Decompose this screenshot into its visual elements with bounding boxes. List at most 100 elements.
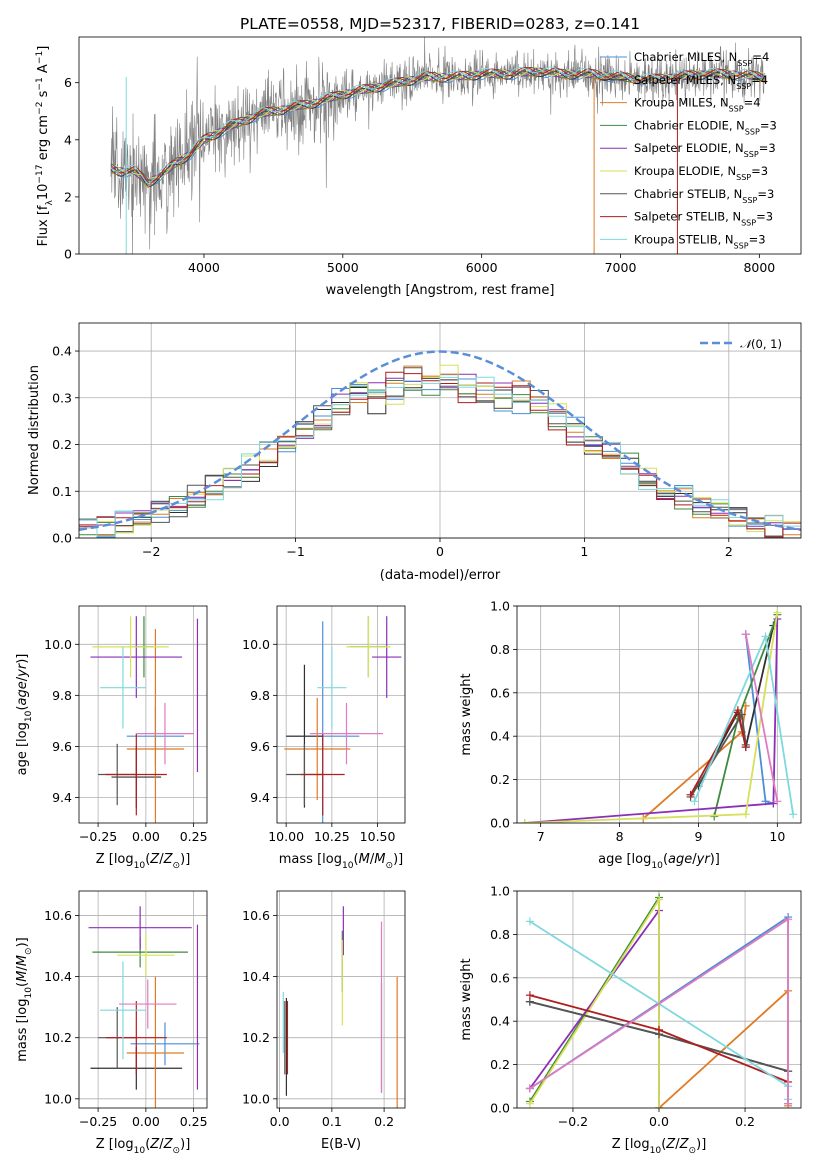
weight-line bbox=[658, 988, 789, 1108]
x-tick-label: 0.25 bbox=[180, 829, 208, 844]
y-axis-label: Normed distribution bbox=[27, 365, 42, 495]
plot-area bbox=[525, 893, 793, 1108]
x-tick-label: 4000 bbox=[188, 260, 220, 275]
plot-area bbox=[520, 608, 798, 823]
x-tick-label: −1 bbox=[286, 544, 304, 559]
y-tick-label: 10.2 bbox=[242, 1030, 270, 1045]
x-tick-label: 0.25 bbox=[180, 1114, 208, 1129]
weight-marker bbox=[525, 991, 534, 1000]
errorbar-point bbox=[88, 906, 192, 950]
y-tick-label: 0.3 bbox=[52, 390, 72, 405]
y-axis-label: age [log10(age/yr)] bbox=[15, 654, 34, 776]
normal-distribution-curve bbox=[79, 350, 801, 532]
x-axis-label: (data-model)/error bbox=[380, 568, 501, 583]
y-tick-label: 0.6 bbox=[490, 970, 510, 985]
axes-frame bbox=[276, 605, 406, 824]
errorbar-point bbox=[105, 733, 167, 816]
axes-frame bbox=[516, 605, 802, 824]
weight-marker bbox=[741, 630, 750, 639]
plot-area bbox=[282, 906, 398, 1108]
y-tick-label: 10.0 bbox=[44, 1091, 72, 1106]
y-tick-label: 1.0 bbox=[490, 599, 510, 614]
y-tick-label: 0.1 bbox=[52, 484, 72, 499]
weight-marker bbox=[773, 797, 782, 806]
legend-label: Chabrier STELIB, NSSP=3 bbox=[634, 187, 774, 205]
weight-marker bbox=[741, 743, 750, 752]
errorbar-point bbox=[346, 616, 391, 678]
weight-marker bbox=[690, 797, 699, 806]
model-spectrum-line bbox=[110, 69, 766, 188]
axes-weight_vs_age: 7 8 9 10 0.0 0.2 0.4 0.6 0.8 1.0 age [log10(age/yr… bbox=[459, 599, 802, 871]
weight-marker bbox=[686, 790, 695, 799]
y-tick-label: 0.6 bbox=[490, 685, 510, 700]
y-tick-label: 0.8 bbox=[490, 642, 510, 657]
weight-marker bbox=[655, 1104, 663, 1108]
weight-marker bbox=[525, 1084, 534, 1093]
figure-title: PLATE=0558, MJD=52317, FIBERID=0283, z=0… bbox=[240, 15, 640, 33]
weight-marker bbox=[655, 895, 663, 904]
model-spectrum-line bbox=[110, 66, 765, 185]
x-tick-label: −0.25 bbox=[79, 1114, 117, 1129]
axes-age_vs_Z: −0.25 0.00 0.25 9.4 9.6 9.8 10.0 Z [log10(Z/Z⊙)… bbox=[15, 605, 208, 871]
errorbar-point bbox=[100, 646, 146, 729]
axes-frame bbox=[276, 890, 406, 1109]
x-axis-label: age [log10(age/yr)] bbox=[598, 852, 720, 871]
legend-label: 𝒩(0, 1) bbox=[740, 337, 782, 351]
weight-marker bbox=[525, 917, 534, 926]
weight-marker bbox=[741, 810, 750, 819]
y-tick-label: 0.2 bbox=[52, 437, 72, 452]
axes-weight_vs_Z: −0.2 0.0 0.2 0.0 0.2 0.4 0.6 0.8 1.0 Z [log10(Z/Z… bbox=[459, 884, 802, 1156]
x-tick-label: 8000 bbox=[743, 260, 775, 275]
axes-frame bbox=[78, 605, 208, 824]
weight-marker bbox=[525, 1099, 534, 1108]
y-tick-label: 10.2 bbox=[44, 1030, 72, 1045]
y-tick-label: 10.6 bbox=[44, 908, 72, 923]
errorbar-point bbox=[136, 703, 194, 765]
axes-spectrum: 4000 5000 6000 7000 8000 0 2 4 6 wavelength [Angs… bbox=[35, 36, 802, 298]
y-tick-label: 0.4 bbox=[52, 344, 72, 359]
x-tick-label: −2 bbox=[142, 544, 160, 559]
y-axis-label: mass [log10(M/M⊙)] bbox=[15, 937, 34, 1061]
legend-label: Salpeter ELODIE, NSSP=3 bbox=[634, 141, 776, 159]
plot-area bbox=[284, 616, 402, 823]
axes-age_vs_mass: 10.00 10.25 10.50 9.4 9.6 9.8 10.0 mass [log10(… bbox=[242, 605, 406, 871]
plot-area bbox=[90, 616, 199, 823]
x-axis-label: E(B-V) bbox=[321, 1137, 361, 1152]
x-tick-label: 9 bbox=[694, 829, 702, 844]
legend-label: Kroupa MILES, NSSP=4 bbox=[634, 96, 761, 114]
x-tick-label: 0.2 bbox=[735, 1114, 755, 1129]
weight-marker bbox=[773, 608, 782, 617]
y-tick-label: 0.2 bbox=[490, 772, 510, 787]
y-axis-label: Flux [fλ10−17 erg cm−2 s−1 A−1] bbox=[35, 46, 55, 247]
weight-line bbox=[713, 614, 779, 817]
y-tick-label: 0.0 bbox=[490, 1101, 510, 1116]
x-tick-label: 0.00 bbox=[132, 1114, 160, 1129]
x-tick-label: 1 bbox=[580, 544, 588, 559]
y-tick-label: 10.0 bbox=[242, 1091, 270, 1106]
errorbar-point bbox=[100, 961, 146, 1060]
x-tick-label: 0.00 bbox=[132, 829, 160, 844]
x-axis-label: Z [log10(Z/Z⊙)] bbox=[96, 852, 191, 871]
x-tick-label: 10.50 bbox=[360, 829, 396, 844]
x-axis-label: Z [log10(Z/Z⊙)] bbox=[96, 1137, 191, 1156]
x-tick-label: −0.25 bbox=[79, 829, 117, 844]
x-tick-label: 5000 bbox=[327, 260, 359, 275]
y-tick-label: 0.0 bbox=[490, 816, 510, 831]
weight-marker bbox=[769, 799, 778, 808]
legend-label: Salpeter STELIB, NSSP=3 bbox=[634, 210, 773, 228]
axes-mass_vs_EBV: 0.0 0.1 0.2 10.0 10.2 10.4 10.6 E(B-V) bbox=[242, 890, 406, 1152]
legend: 𝒩(0, 1) bbox=[700, 337, 782, 351]
errorbar-point bbox=[105, 1001, 167, 1075]
y-tick-label: 10.0 bbox=[44, 637, 72, 652]
x-tick-label: 7 bbox=[537, 829, 545, 844]
model-spectrum-line bbox=[110, 66, 766, 184]
x-axis-label: mass [log10(M/M⊙)] bbox=[279, 852, 403, 871]
x-tick-label: 8 bbox=[616, 829, 624, 844]
x-tick-label: 0.1 bbox=[322, 1114, 342, 1129]
weight-marker bbox=[789, 810, 798, 819]
y-axis-label: mass weight bbox=[459, 673, 474, 755]
weight-line bbox=[744, 634, 779, 802]
x-axis-label: wavelength [Angstrom, rest frame] bbox=[326, 283, 555, 298]
x-tick-label: 6000 bbox=[466, 260, 498, 275]
